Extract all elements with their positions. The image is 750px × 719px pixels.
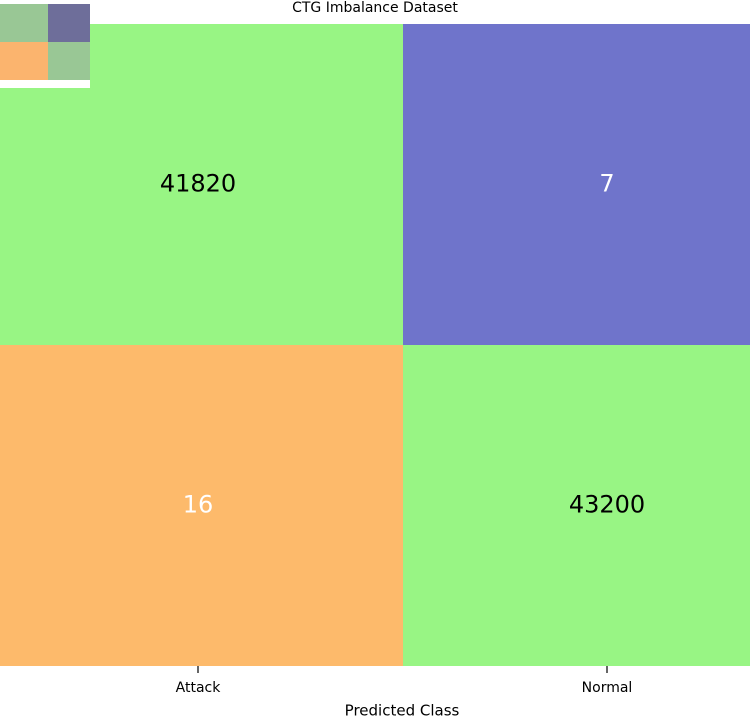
heatmap-cell <box>403 345 750 666</box>
heatmap-cell <box>403 24 750 345</box>
heatmap-cell <box>0 345 403 666</box>
cell-value-label: 16 <box>183 491 214 519</box>
x-tick-label: Attack <box>176 680 222 696</box>
heatmap-cells: 41820 7 16 43200 <box>0 24 750 666</box>
thumbnail-cell <box>48 42 90 80</box>
x-tick-label: Normal <box>582 680 633 696</box>
thumbnail-cell <box>0 4 48 42</box>
x-axis-label: Predicted Class <box>345 702 460 719</box>
thumbnail-cell <box>0 42 48 80</box>
cell-value-label: 43200 <box>569 491 645 519</box>
cell-value-label: 41820 <box>160 170 236 198</box>
thumbnail <box>0 0 90 88</box>
cell-value-label: 7 <box>599 170 614 198</box>
thumbnail-cell <box>48 4 90 42</box>
chart-title: CTG Imbalance Dataset <box>292 0 458 16</box>
